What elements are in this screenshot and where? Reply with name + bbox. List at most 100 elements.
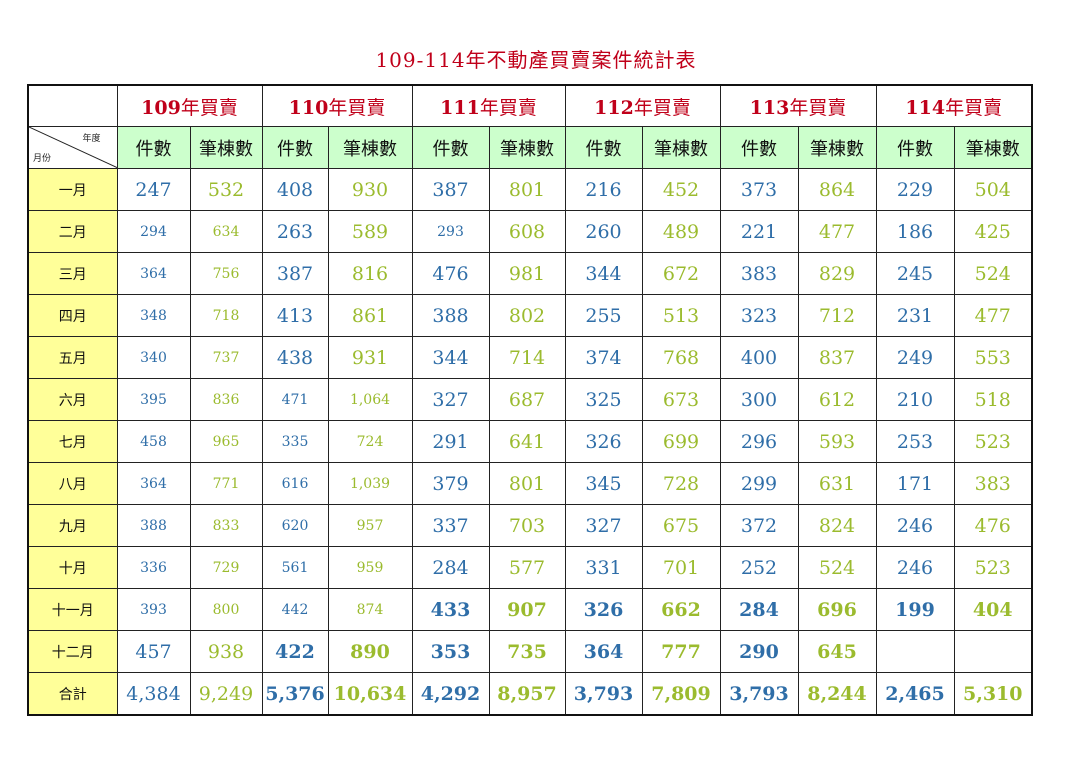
unit-count-cell: 801: [488, 168, 566, 211]
year-suffix: 年買賣: [789, 96, 847, 119]
unit-count-cell: 383: [953, 462, 1033, 505]
unit-count-cell: 824: [797, 504, 877, 547]
case-count-cell: 246: [875, 504, 955, 547]
subheader-count: 件數: [875, 126, 955, 169]
unit-count-cell: 801: [488, 462, 566, 505]
unit-count-cell: 634: [189, 210, 263, 253]
table-row: 二月 294 634 263 589 293 608 260 489 221 477 186 425: [27, 210, 1033, 253]
case-count-cell: 263: [261, 210, 329, 253]
unit-count-cell: 452: [641, 168, 721, 211]
subheader-units: 筆棟數: [189, 126, 263, 169]
case-count-cell: 284: [411, 546, 490, 589]
case-count-cell: 300: [719, 378, 799, 421]
subheader-units: 筆棟數: [641, 126, 721, 169]
unit-count-cell: 861: [327, 294, 413, 337]
case-count-cell: 373: [719, 168, 799, 211]
month-label: 十月: [27, 546, 118, 589]
table-row: 五月 340 737 438 931 344 714 374 768 400 837 249 553: [27, 336, 1033, 379]
month-label: 十二月: [27, 630, 118, 673]
table-row: 十月 336 729 561 959 284 577 331 701 252 524 246 523: [27, 546, 1033, 589]
table-row: 八月 364 771 616 1,039 379 801 345 728 299 631 171 383: [27, 462, 1033, 505]
case-count-cell: 422: [261, 630, 329, 673]
month-label: 二月: [27, 210, 118, 253]
case-count-cell: 325: [564, 378, 643, 421]
case-count-cell: 395: [116, 378, 191, 421]
case-count-cell: 249: [875, 336, 955, 379]
subheader-units: 筆棟數: [488, 126, 566, 169]
unit-count-cell: 718: [189, 294, 263, 337]
unit-count-cell: 833: [189, 504, 263, 547]
unit-count-cell: 593: [797, 420, 877, 463]
corner-month-label: 月份: [33, 154, 52, 164]
unit-count-cell: 699: [641, 420, 721, 463]
table-row: 一月 247 532 408 930 387 801 216 452 373 864 229 504: [27, 168, 1033, 211]
case-count-cell: 433: [411, 588, 490, 631]
case-count-cell: 364: [116, 252, 191, 295]
unit-count-cell: 965: [189, 420, 263, 463]
unit-count-cell: 523: [953, 420, 1033, 463]
month-label: 五月: [27, 336, 118, 379]
case-count-cell: 247: [116, 168, 191, 211]
table-row: 七月 458 965 335 724 291 641 326 699 296 593 253 523: [27, 420, 1033, 463]
unit-count-cell: 489: [641, 210, 721, 253]
month-label: 三月: [27, 252, 118, 295]
case-count-cell: 335: [261, 420, 329, 463]
table-row: 十一月 393 800 442 874 433 907 326 662 284 696 199 404: [27, 588, 1033, 631]
year-number: 111: [440, 96, 480, 119]
unit-count-cell: 477: [797, 210, 877, 253]
unit-count-cell: 675: [641, 504, 721, 547]
unit-count-cell: 8,957: [488, 672, 566, 716]
subheader-count: 件數: [564, 126, 643, 169]
year-header-111: 111年買賣: [411, 84, 566, 127]
case-count-cell: 299: [719, 462, 799, 505]
case-count-cell: 293: [411, 210, 490, 253]
case-count-cell: 296: [719, 420, 799, 463]
case-count-cell: 255: [564, 294, 643, 337]
corner-diagonal-cell: 年度 月份: [27, 126, 118, 169]
table-row: 四月 348 718 413 861 388 802 255 513 323 712 231 477: [27, 294, 1033, 337]
year-suffix: 年買賣: [945, 96, 1003, 119]
case-count-cell: 229: [875, 168, 955, 211]
statistics-table: 109年買賣 110年買賣 111年買賣 112年買賣 113年買賣 114年買賣 年度 …: [27, 84, 1033, 716]
case-count-cell: 387: [261, 252, 329, 295]
unit-count-cell: 5,310: [953, 672, 1033, 716]
table-row: 六月 395 836 471 1,064 327 687 325 673 300 612 210 518: [27, 378, 1033, 421]
case-count-cell: 5,376: [261, 672, 329, 716]
month-label: 合計: [27, 672, 118, 716]
case-count-cell: 379: [411, 462, 490, 505]
case-count-cell: 393: [116, 588, 191, 631]
case-count-cell: 326: [564, 588, 643, 631]
unit-count-cell: [953, 630, 1033, 673]
case-count-cell: 290: [719, 630, 799, 673]
case-count-cell: 216: [564, 168, 643, 211]
year-suffix: 年買賣: [633, 96, 691, 119]
unit-count-cell: 864: [797, 168, 877, 211]
unit-count-cell: 9,249: [189, 672, 263, 716]
year-header-113: 113年買賣: [719, 84, 877, 127]
case-count-cell: 561: [261, 546, 329, 589]
corner-year-label: 年度: [82, 134, 101, 144]
subheader-row: 年度 月份 件數 筆棟數 件數 筆棟數 件數 筆棟數 件數 筆棟數 件數 筆棟數 件數 筆棟數: [27, 126, 1033, 169]
year-number: 109: [141, 96, 181, 119]
unit-count-cell: 768: [641, 336, 721, 379]
unit-count-cell: 907: [488, 588, 566, 631]
case-count-cell: 246: [875, 546, 955, 589]
month-label: 八月: [27, 462, 118, 505]
case-count-cell: 221: [719, 210, 799, 253]
case-count-cell: 344: [564, 252, 643, 295]
unit-count-cell: 890: [327, 630, 413, 673]
case-count-cell: 337: [411, 504, 490, 547]
case-count-cell: 374: [564, 336, 643, 379]
case-count-cell: 438: [261, 336, 329, 379]
case-count-cell: 284: [719, 588, 799, 631]
unit-count-cell: 938: [189, 630, 263, 673]
year-suffix: 年買賣: [479, 96, 537, 119]
case-count-cell: 253: [875, 420, 955, 463]
unit-count-cell: 641: [488, 420, 566, 463]
unit-count-cell: 425: [953, 210, 1033, 253]
unit-count-cell: 7,809: [641, 672, 721, 716]
case-count-cell: 210: [875, 378, 955, 421]
case-count-cell: 442: [261, 588, 329, 631]
page-title: 109-114年不動產買賣案件統計表: [375, 48, 697, 72]
case-count-cell: 336: [116, 546, 191, 589]
